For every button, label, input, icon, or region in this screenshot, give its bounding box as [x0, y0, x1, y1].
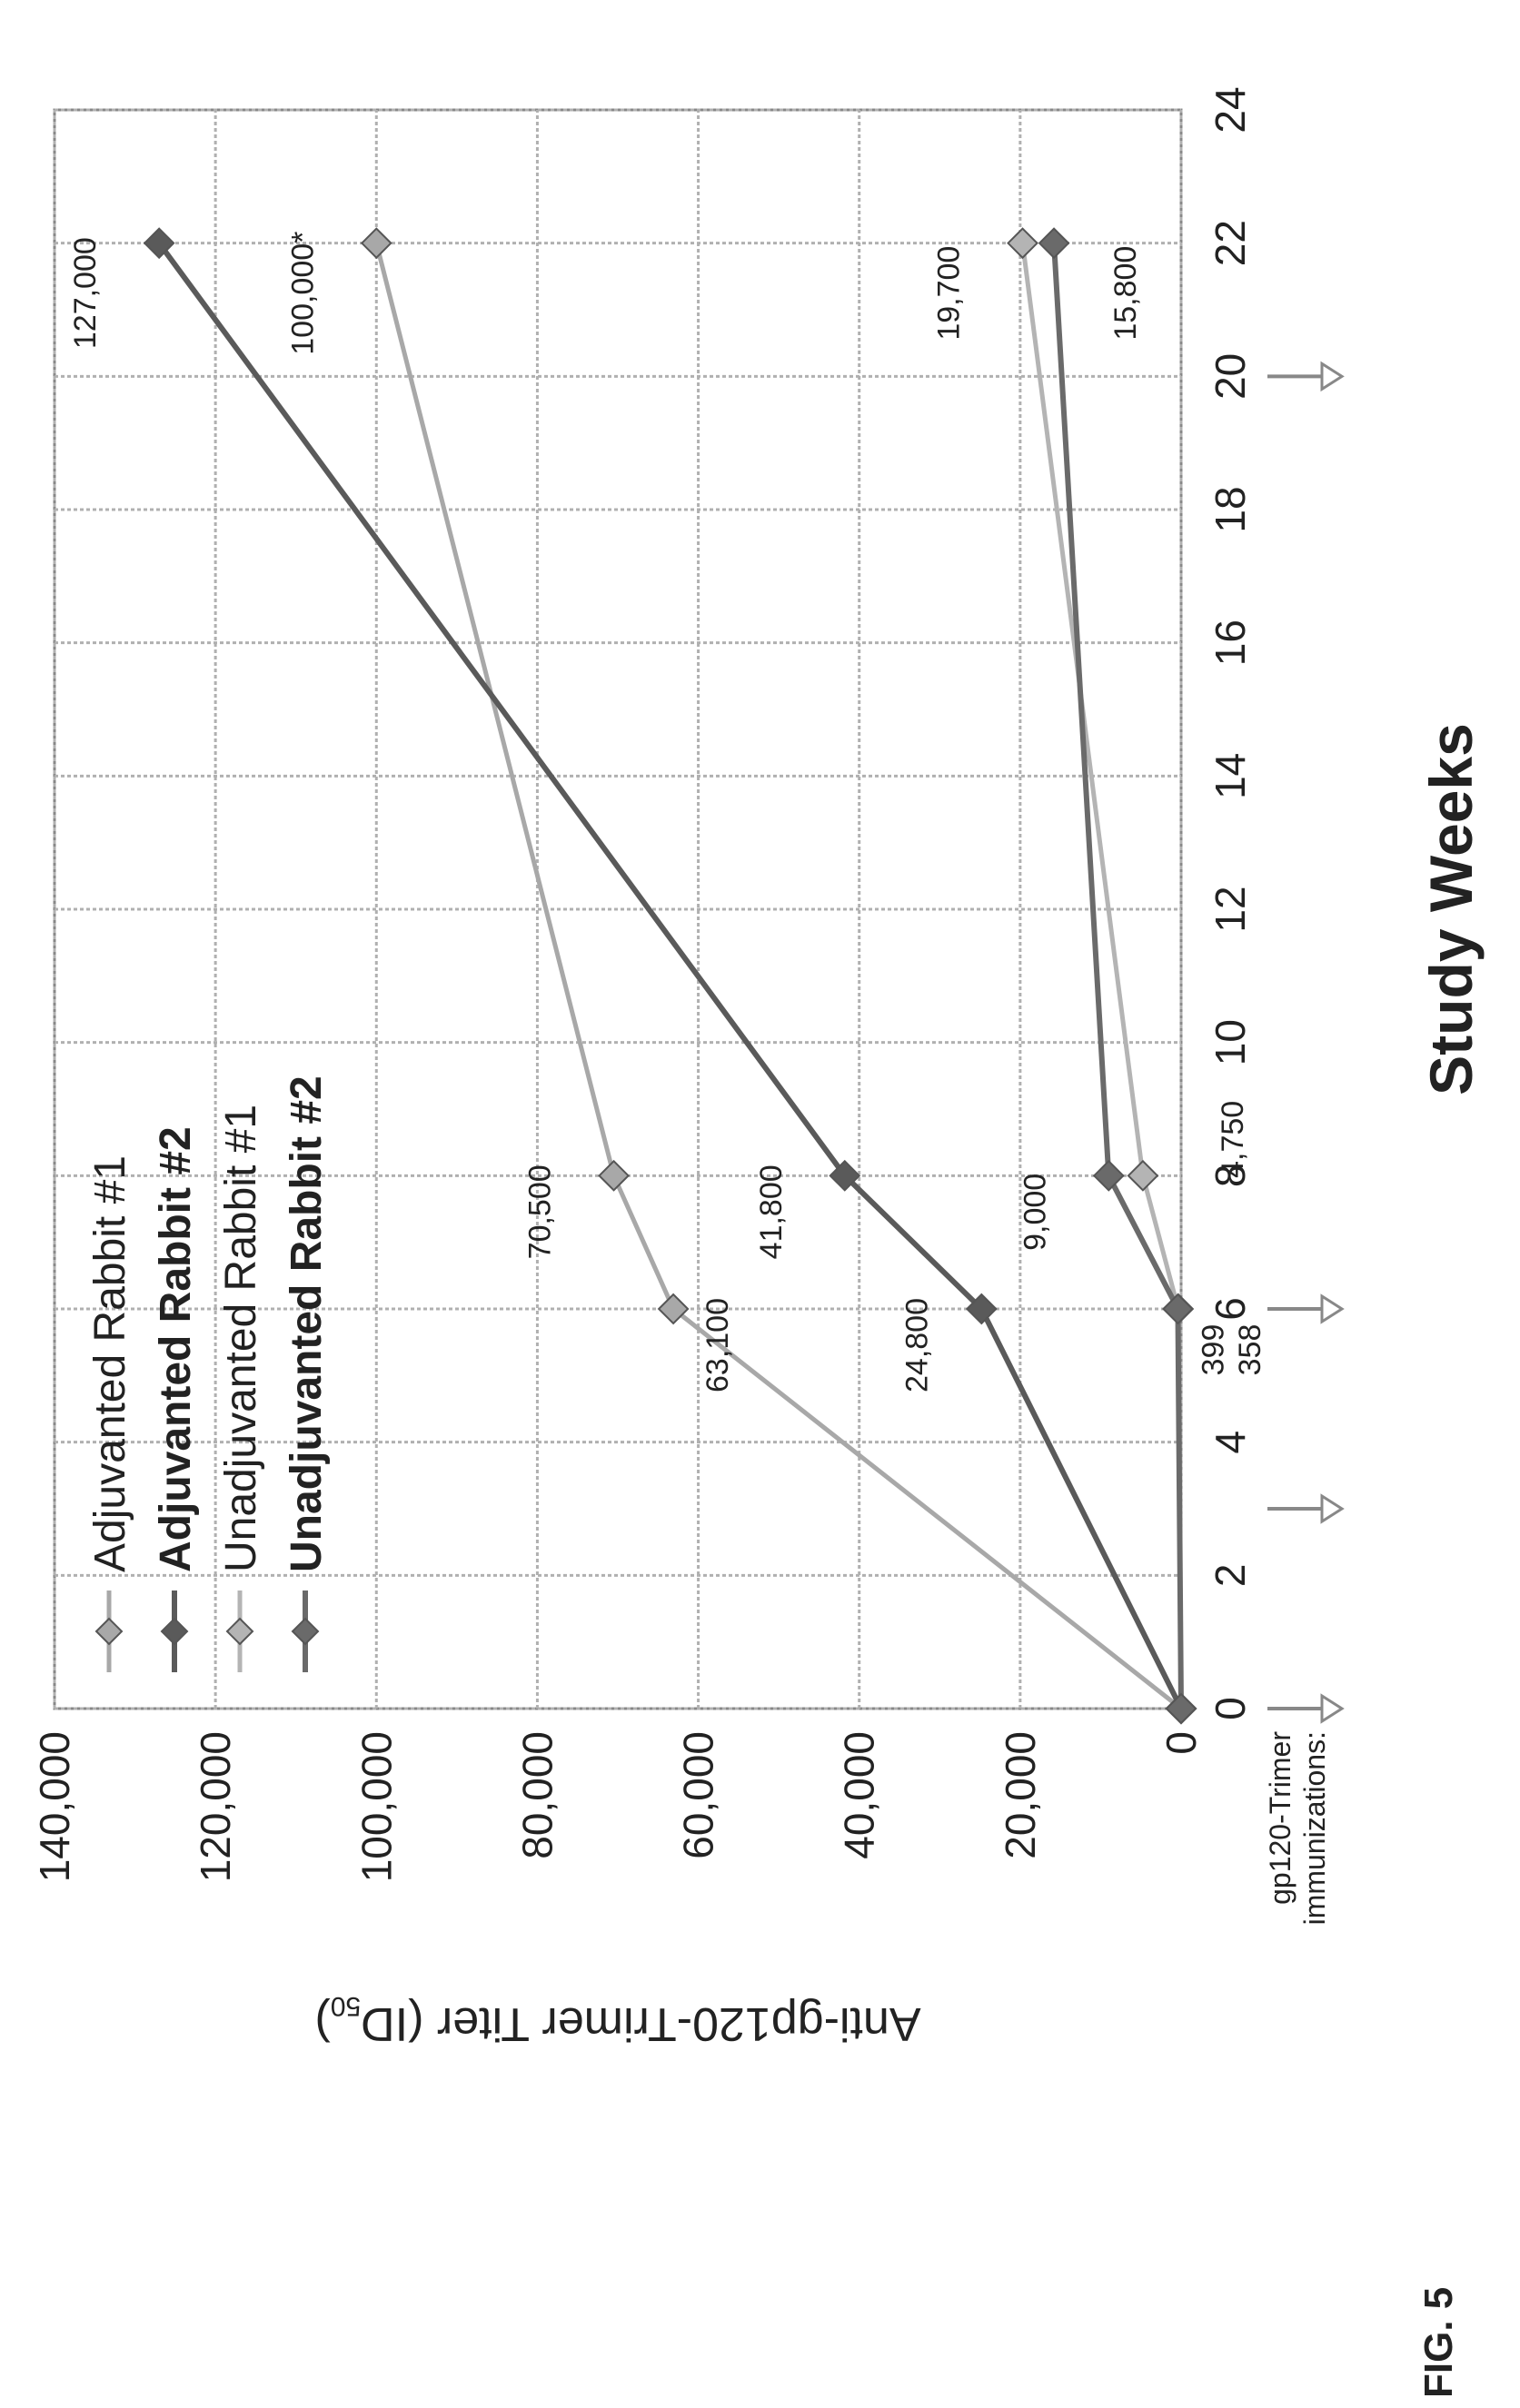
legend-entry: Adjuvanted Rabbit #2 [152, 1126, 200, 1572]
y-axis-label-subscript: 50 [331, 1991, 361, 2021]
data-label: 41,800 [754, 1164, 789, 1259]
immunization-arrowhead [1320, 1293, 1345, 1324]
x-tick-label: 0 [1207, 1697, 1254, 1720]
y-axis-label-main: Anti-gp120-Trimer Titer (ID [361, 1997, 920, 2050]
data-label: 15,800 [1108, 246, 1143, 341]
y-axis-label-end: ) [314, 1997, 330, 2050]
legend-marker [94, 1617, 124, 1646]
chart-rotated-group: 024681012141618202224020,00040,00060,000… [31, 86, 1485, 2050]
data-labels: 63,100 70,500 100,000* 24,800 41,800 127,000 3… [68, 232, 1267, 1392]
axes: 024681012141618202224020,00040,00060,000… [31, 86, 1254, 1882]
y-tick-label: 60,000 [675, 1731, 722, 1859]
immunization-label-line1: gp120-Trimer [1264, 1731, 1296, 1905]
x-axis-label: Study Weeks [1417, 723, 1485, 1095]
x-tick-label: 20 [1207, 353, 1254, 400]
x-tick-label: 14 [1207, 753, 1254, 799]
series-point-1 [657, 1293, 690, 1325]
y-tick-label: 120,000 [192, 1731, 239, 1882]
series-point-1 [360, 227, 392, 260]
x-tick-label: 18 [1207, 486, 1254, 532]
series-point-4 [1092, 1159, 1125, 1192]
legend-marker [291, 1617, 320, 1646]
legend-entry: Adjuvanted Rabbit #1 [86, 1155, 134, 1572]
legend-marker [225, 1617, 254, 1646]
series-line-4 [1051, 243, 1184, 1709]
data-label: 70,500 [523, 1164, 558, 1259]
y-tick-label: 40,000 [836, 1731, 883, 1859]
y-tick-label: 80,000 [513, 1731, 561, 1859]
series-point-2 [143, 227, 175, 260]
x-tick-label: 4 [1207, 1431, 1254, 1454]
series-point-3 [1127, 1159, 1159, 1192]
immunization-label-line2: immunizations: [1298, 1731, 1331, 1925]
immunization-arrowhead [1320, 1693, 1345, 1724]
series-point-4 [1038, 227, 1070, 260]
x-tick-label: 6 [1207, 1297, 1254, 1321]
series-layer [143, 227, 1197, 1725]
series-point-4 [1162, 1293, 1194, 1325]
legend: Adjuvanted Rabbit #1 Adjuvanted Rabbit #2… [86, 1075, 331, 1672]
data-label: 358 [1233, 1324, 1267, 1376]
series-point-3 [1007, 227, 1038, 260]
x-tick-label: 10 [1207, 1019, 1254, 1065]
immunization-arrowhead [1320, 361, 1345, 392]
series-point-2 [965, 1293, 998, 1325]
data-label: 9,000 [1018, 1174, 1052, 1251]
data-label: 63,100 [700, 1298, 735, 1392]
series-point-1 [598, 1159, 630, 1192]
data-label: 127,000 [68, 237, 103, 349]
series-point-2 [829, 1159, 861, 1192]
data-label: 4,750 [1216, 1101, 1250, 1178]
grid [53, 108, 1183, 1710]
data-label: 399 [1196, 1324, 1230, 1376]
legend-marker [160, 1617, 189, 1646]
y-axis-label: Anti-gp120-Trimer Titer (ID50) [314, 1991, 920, 2050]
x-tick-label: 24 [1207, 86, 1254, 133]
immunization-markers [1267, 361, 1345, 1724]
data-label: 100,000* [285, 232, 320, 355]
y-tick-label: 0 [1157, 1731, 1205, 1755]
figure-label: FIG. 5 [1416, 2287, 1461, 2398]
series-point-4 [1165, 1692, 1197, 1725]
x-tick-label: 22 [1207, 220, 1254, 266]
y-tick-label: 20,000 [997, 1731, 1044, 1859]
data-label: 19,700 [932, 246, 967, 341]
x-tick-label: 16 [1207, 619, 1254, 666]
data-label: 24,800 [899, 1298, 934, 1392]
y-tick-label: 140,000 [31, 1731, 78, 1882]
legend-entry: Unadjuvanted Rabbit #1 [217, 1105, 265, 1572]
x-tick-label: 12 [1207, 886, 1254, 932]
y-tick-label: 100,000 [353, 1731, 400, 1882]
x-tick-label: 8 [1207, 1164, 1254, 1188]
x-tick-label: 2 [1207, 1564, 1254, 1588]
series-line-1 [373, 243, 1183, 1710]
immunization-arrowhead [1320, 1493, 1345, 1524]
legend-entry: Unadjuvanted Rabbit #2 [283, 1075, 331, 1572]
series-line-2 [156, 241, 1184, 1710]
